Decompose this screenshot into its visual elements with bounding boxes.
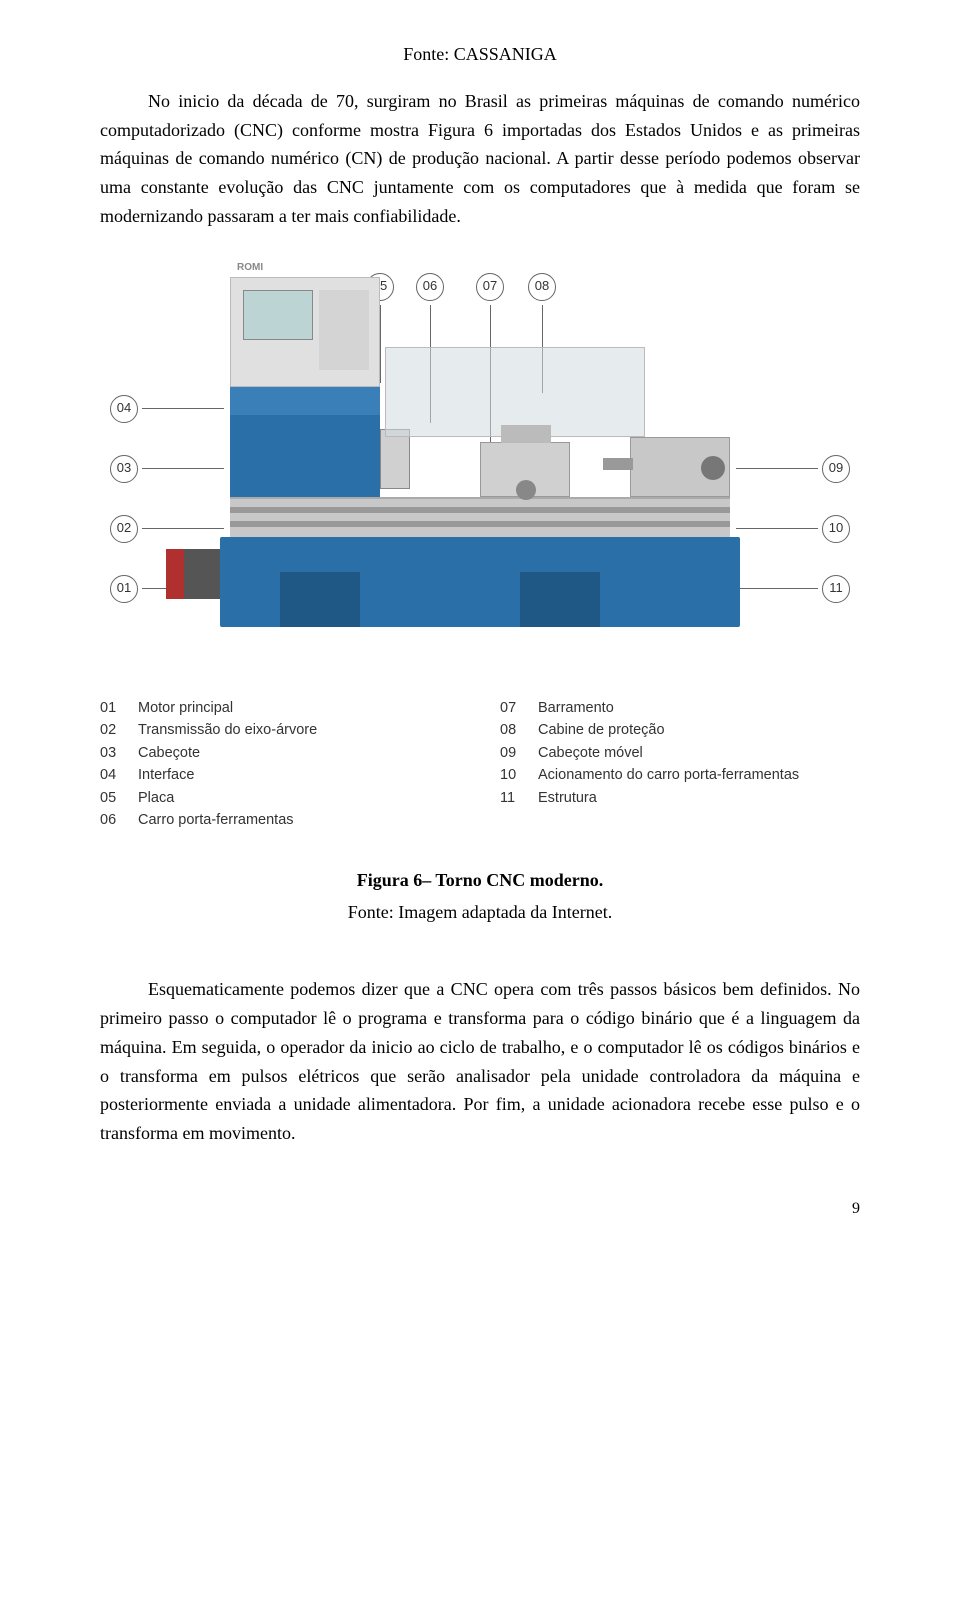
legend-num: 07 <box>500 697 522 719</box>
legend-column-right: 07 Barramento 08 Cabine de proteção 09 Cabe… <box>500 697 860 832</box>
legend-num: 11 <box>500 787 522 809</box>
headstock <box>230 387 380 497</box>
legend-label: Cabeçote móvel <box>538 742 643 764</box>
machine-base <box>220 537 740 627</box>
callout-bubble: 09 <box>822 455 850 483</box>
closing-paragraph: Esquematicamente podemos dizer que a CNC… <box>100 975 860 1148</box>
tailstock <box>630 437 730 497</box>
panel-screen <box>243 290 313 340</box>
callout-bubble: 02 <box>110 515 138 543</box>
brand-logo: ROMI <box>237 260 263 276</box>
callout-lead <box>736 528 818 529</box>
legend-row: 08 Cabine de proteção <box>500 719 860 741</box>
callout-bubble: 11 <box>822 575 850 603</box>
callout-11: 11 <box>736 575 850 603</box>
legend-label: Acionamento do carro porta-ferramentas <box>538 764 799 786</box>
legend-row: 01 Motor principal <box>100 697 460 719</box>
source-top: Fonte: CASSANIGA <box>100 40 860 69</box>
cnc-lathe-illustration: ROMI <box>220 367 740 627</box>
legend-row: 10 Acionamento do carro porta-ferramentas <box>500 764 860 786</box>
legend-row: 11 Estrutura <box>500 787 860 809</box>
figure-6: 05 06 07 08 04 03 02 01 <box>100 267 860 927</box>
bed-rail <box>230 507 730 513</box>
tailstock-handwheel <box>701 456 725 480</box>
legend-label: Motor principal <box>138 697 233 719</box>
tailstock-quill <box>603 458 633 470</box>
bed-rail <box>230 521 730 527</box>
legend-num: 05 <box>100 787 122 809</box>
panel-buttons <box>319 290 369 370</box>
callout-lead <box>142 408 224 409</box>
figure-source: Fonte: Imagem adaptada da Internet. <box>100 898 860 927</box>
callout-lead <box>142 528 224 529</box>
legend-label: Cabine de proteção <box>538 719 665 741</box>
callout-lead <box>142 468 224 469</box>
legend-num: 01 <box>100 697 122 719</box>
legend-num: 02 <box>100 719 122 741</box>
legend-num: 04 <box>100 764 122 786</box>
callout-04: 04 <box>110 395 224 423</box>
legend-label: Cabeçote <box>138 742 200 764</box>
safety-guard <box>385 347 645 437</box>
chuck <box>380 429 410 489</box>
callout-bubble: 10 <box>822 515 850 543</box>
legend-row: 05 Placa <box>100 787 460 809</box>
callout-bubble: 04 <box>110 395 138 423</box>
legend-label: Interface <box>138 764 194 786</box>
intro-paragraph: No inicio da década de 70, surgiram no B… <box>100 87 860 231</box>
legend-row: 03 Cabeçote <box>100 742 460 764</box>
legend-row: 07 Barramento <box>500 697 860 719</box>
legend-label: Barramento <box>538 697 614 719</box>
motor-accent <box>166 549 184 599</box>
legend-row: 04 Interface <box>100 764 460 786</box>
diagram-legend: 01 Motor principal 02 Transmissão do eixo-… <box>100 697 860 832</box>
handwheel <box>516 480 536 500</box>
tool-post <box>501 425 551 443</box>
legend-row: 02 Transmissão do eixo-árvore <box>100 719 460 741</box>
legend-num: 08 <box>500 719 522 741</box>
callout-09: 09 <box>736 455 850 483</box>
callout-lead <box>736 588 818 589</box>
base-slot <box>280 572 360 627</box>
callout-03: 03 <box>110 455 224 483</box>
callout-10: 10 <box>736 515 850 543</box>
legend-num: 09 <box>500 742 522 764</box>
callout-bubble: 08 <box>528 273 556 301</box>
figure-caption: Figura 6– Torno CNC moderno. <box>100 866 860 895</box>
legend-label: Transmissão do eixo-árvore <box>138 719 317 741</box>
callout-bubble: 06 <box>416 273 444 301</box>
legend-num: 10 <box>500 764 522 786</box>
legend-label: Estrutura <box>538 787 597 809</box>
carriage <box>480 442 570 497</box>
control-panel: ROMI <box>230 277 380 387</box>
legend-label: Placa <box>138 787 174 809</box>
cnc-lathe-diagram: 05 06 07 08 04 03 02 01 <box>100 267 860 687</box>
callout-lead <box>736 468 818 469</box>
callout-02: 02 <box>110 515 224 543</box>
legend-label: Carro porta-ferramentas <box>138 809 294 831</box>
legend-column-left: 01 Motor principal 02 Transmissão do eixo-… <box>100 697 460 832</box>
callout-bubble: 01 <box>110 575 138 603</box>
callout-bubble: 03 <box>110 455 138 483</box>
legend-num: 03 <box>100 742 122 764</box>
headstock-top <box>230 387 380 415</box>
callout-bubble: 07 <box>476 273 504 301</box>
legend-row: 06 Carro porta-ferramentas <box>100 809 460 831</box>
base-slot <box>520 572 600 627</box>
legend-num: 06 <box>100 809 122 831</box>
page-number: 9 <box>100 1196 860 1222</box>
machine-bed <box>230 497 730 537</box>
legend-row: 09 Cabeçote móvel <box>500 742 860 764</box>
